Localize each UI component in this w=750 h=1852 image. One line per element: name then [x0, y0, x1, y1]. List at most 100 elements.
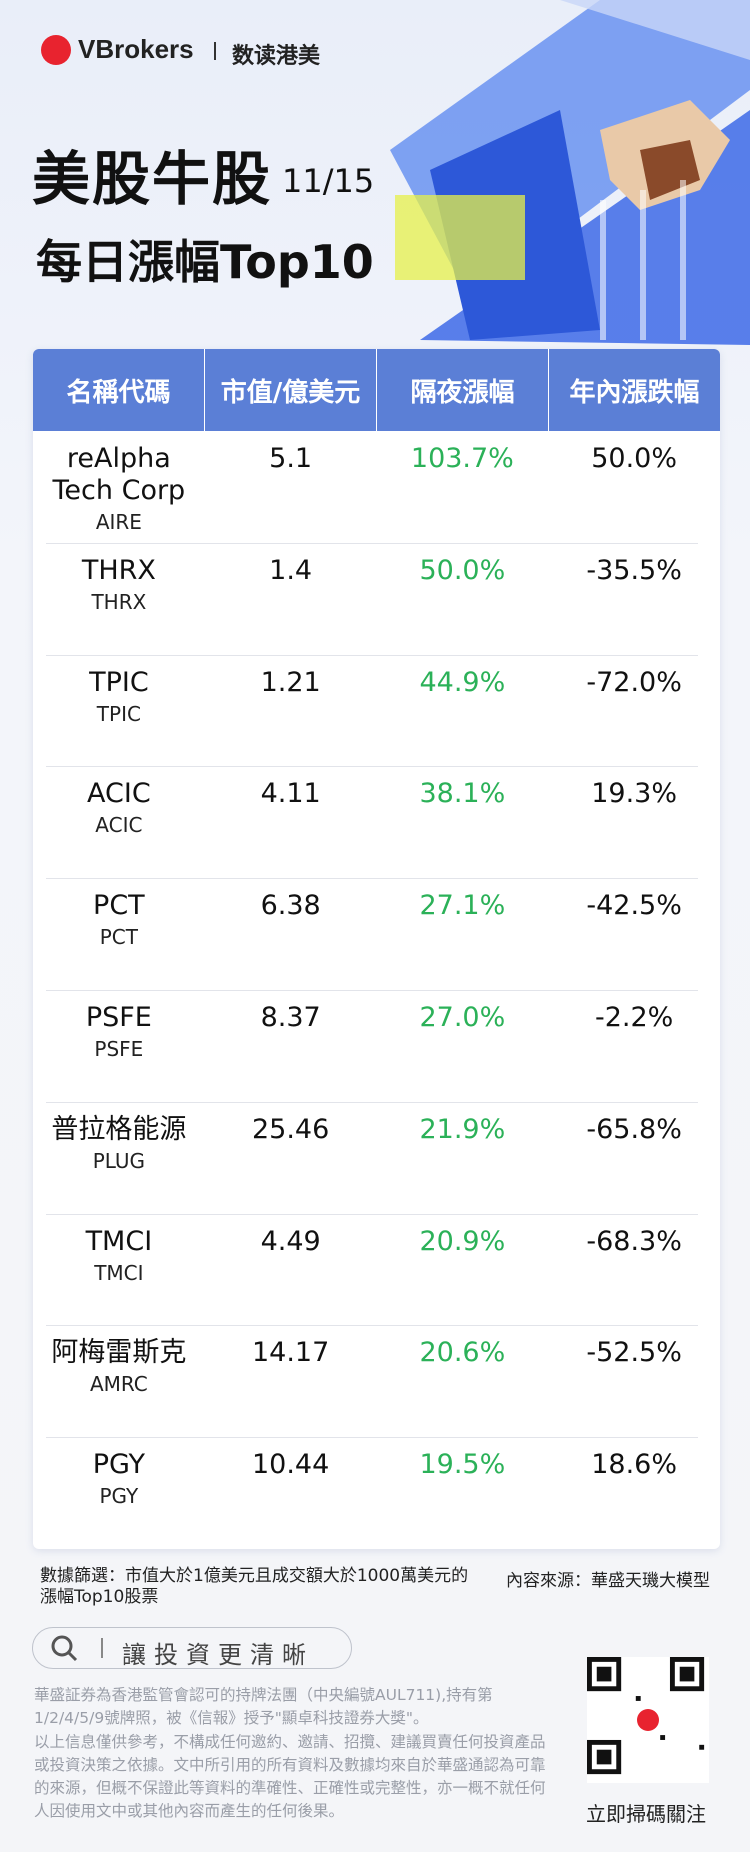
qr-module: [679, 1666, 695, 1682]
column-header: 年內漲跌幅: [569, 377, 700, 408]
stock-code: TPIC: [96, 701, 141, 726]
brand-sub: 数读港美: [232, 44, 321, 69]
qr-module: [596, 1666, 612, 1682]
ytd-change: -42.5%: [586, 890, 682, 922]
table-row: reAlpha Tech Corp AIRE 5.1 103.7% 50.0%: [33, 431, 720, 543]
ytd-change: -2.2%: [594, 1001, 674, 1033]
table-row: PGY PGY 10.44 19.5% 18.6%: [33, 1437, 720, 1549]
name-cell: 普拉格能源 PLUG: [33, 1102, 205, 1214]
ytd-change: -65.8%: [586, 1113, 682, 1145]
overnight-change: 20.9%: [419, 1225, 506, 1257]
name-cell: PSFE PSFE: [33, 990, 205, 1102]
market-cap: 1.4: [269, 554, 313, 586]
qr-module: [660, 1735, 666, 1740]
table: 名稱代碼 市值/億美元 隔夜漲幅 年內漲跌幅 reAlpha Tech Corp AIRE…: [33, 349, 720, 1549]
overnight-change: 27.1%: [419, 890, 506, 922]
market-cap: 25.46: [251, 1113, 330, 1145]
ytd-change: -52.5%: [586, 1337, 682, 1369]
qr-module: [699, 1744, 705, 1750]
stock-name: PGY: [92, 1449, 146, 1481]
ytd-change: 19.3%: [591, 778, 678, 810]
ytd-change: 50.0%: [591, 443, 678, 474]
header-art: [41, 0, 750, 345]
stock-name: 普拉格能源: [51, 1113, 187, 1145]
stock-name: 阿梅雷斯克: [51, 1337, 187, 1369]
search-icon: [51, 1635, 103, 1662]
overnight-change: 103.7%: [410, 443, 514, 474]
ytd-change: -35.5%: [586, 554, 682, 586]
column-header: 市值/億美元: [205, 349, 377, 431]
table-row: TMCI TMCI 4.49 20.9% -68.3%: [33, 1213, 720, 1326]
table-row: 普拉格能源 PLUG 25.46 21.9% -65.8%: [33, 1101, 720, 1214]
market-cap: 10.44: [251, 1449, 330, 1481]
stock-code: PGY: [99, 1484, 139, 1509]
qr-code: [587, 1657, 709, 1783]
search-text: 讓投資更清晰: [122, 1641, 314, 1669]
stock-name: TPIC: [89, 666, 149, 698]
name-cell: PCT PCT: [33, 878, 205, 990]
disclaimer: 華盛証券為香港監管會認可的持牌法團（中央編號AUL711),持有第1/2/4/5…: [34, 1684, 548, 1824]
overnight-change: 50.0%: [419, 554, 506, 586]
qr-module: [635, 1696, 641, 1701]
disclaimer-paragraph: 以上信息僅供參考，不構成任何邀約、邀請、招攬、建議買賣任何投資產品或投資決策之依…: [34, 1733, 546, 1820]
qr-logo: [637, 1709, 659, 1731]
overnight-change: 38.1%: [419, 778, 506, 810]
overnight-change: 21.9%: [419, 1113, 506, 1145]
subtitle: 每日漲幅Top10: [36, 235, 374, 289]
overnight-change: 20.6%: [419, 1337, 506, 1369]
stock-name: reAlpha Tech Corp: [52, 443, 186, 506]
logo: [41, 35, 71, 65]
overnight-change: 44.9%: [419, 666, 506, 698]
column-header: 名稱代碼: [33, 349, 205, 431]
market-cap: 4.49: [260, 1225, 321, 1257]
header-row: 名稱代碼 市值/億美元 隔夜漲幅 年內漲跌幅: [33, 349, 720, 431]
stock-code: AMRC: [89, 1372, 148, 1397]
overnight-change: 19.5%: [419, 1449, 506, 1481]
filter-note: 數據篩選：市值大於1億美元且成交額大於1000萬美元的漲幅Top10股票: [40, 1566, 469, 1607]
stock-code: ACIC: [95, 813, 143, 838]
qr-module: [596, 1749, 612, 1765]
table-row: ACIC ACIC 4.11 38.1% 19.3%: [33, 766, 720, 878]
name-cell: PGY PGY: [33, 1437, 205, 1549]
source-note: 內容來源：華盛天璣大模型: [506, 1571, 710, 1591]
stock-name: THRX: [81, 554, 156, 586]
stock-code: AIRE: [95, 510, 142, 534]
table-row: PCT PCT 6.38 27.1% -42.5%: [33, 878, 720, 990]
name-cell: THRX THRX: [33, 543, 205, 655]
market-cap: 8.37: [260, 1001, 321, 1033]
name-cell: ACIC ACIC: [33, 766, 205, 878]
ytd-change: 18.6%: [591, 1449, 678, 1481]
disclaimer-paragraph: 華盛証券為香港監管會認可的持牌法團（中央編號AUL711),持有第1/2/4/5…: [34, 1686, 493, 1727]
table-row: TPIC TPIC 1.21 44.9% -72.0%: [33, 654, 720, 767]
name-cell: reAlpha Tech Corp AIRE: [33, 431, 205, 543]
market-cap: 5.1: [269, 443, 313, 474]
name-cell: 阿梅雷斯克 AMRC: [33, 1325, 205, 1437]
table-row: THRX THRX 1.4 50.0% -35.5%: [33, 542, 720, 655]
stock-name: PSFE: [85, 1001, 152, 1033]
name-cell: TPIC TPIC: [33, 655, 205, 767]
stock-name: PCT: [93, 890, 145, 922]
ytd-change: -68.3%: [586, 1225, 682, 1257]
stock-code: TMCI: [94, 1260, 144, 1285]
stock-code: PLUG: [92, 1148, 146, 1173]
name-cell: TMCI TMCI: [33, 1214, 205, 1326]
search-bar[interactable]: [32, 1627, 352, 1669]
table-row: 阿梅雷斯克 AMRC 14.17 20.6% -52.5%: [33, 1325, 720, 1437]
brand: VBrokers: [78, 34, 194, 64]
title: 美股牛股: [32, 145, 273, 213]
table-row: PSFE PSFE 8.37 27.0% -2.2%: [33, 989, 720, 1102]
market-cap: 4.11: [260, 778, 321, 810]
stock-code: PCT: [99, 925, 138, 950]
stock-name: TMCI: [85, 1225, 153, 1257]
market-cap: 14.17: [251, 1337, 330, 1369]
overnight-change: 27.0%: [419, 1001, 506, 1033]
stock-code: PSFE: [94, 1036, 144, 1061]
date: 11/15: [282, 162, 375, 200]
ytd-change: -72.0%: [586, 666, 682, 698]
stock-code: THRX: [91, 589, 147, 614]
market-cap: 1.21: [260, 666, 321, 698]
stock-name: ACIC: [87, 778, 151, 810]
qr-label: 立即掃碼關注: [586, 1802, 706, 1826]
column-header: 隔夜漲幅: [377, 349, 549, 431]
